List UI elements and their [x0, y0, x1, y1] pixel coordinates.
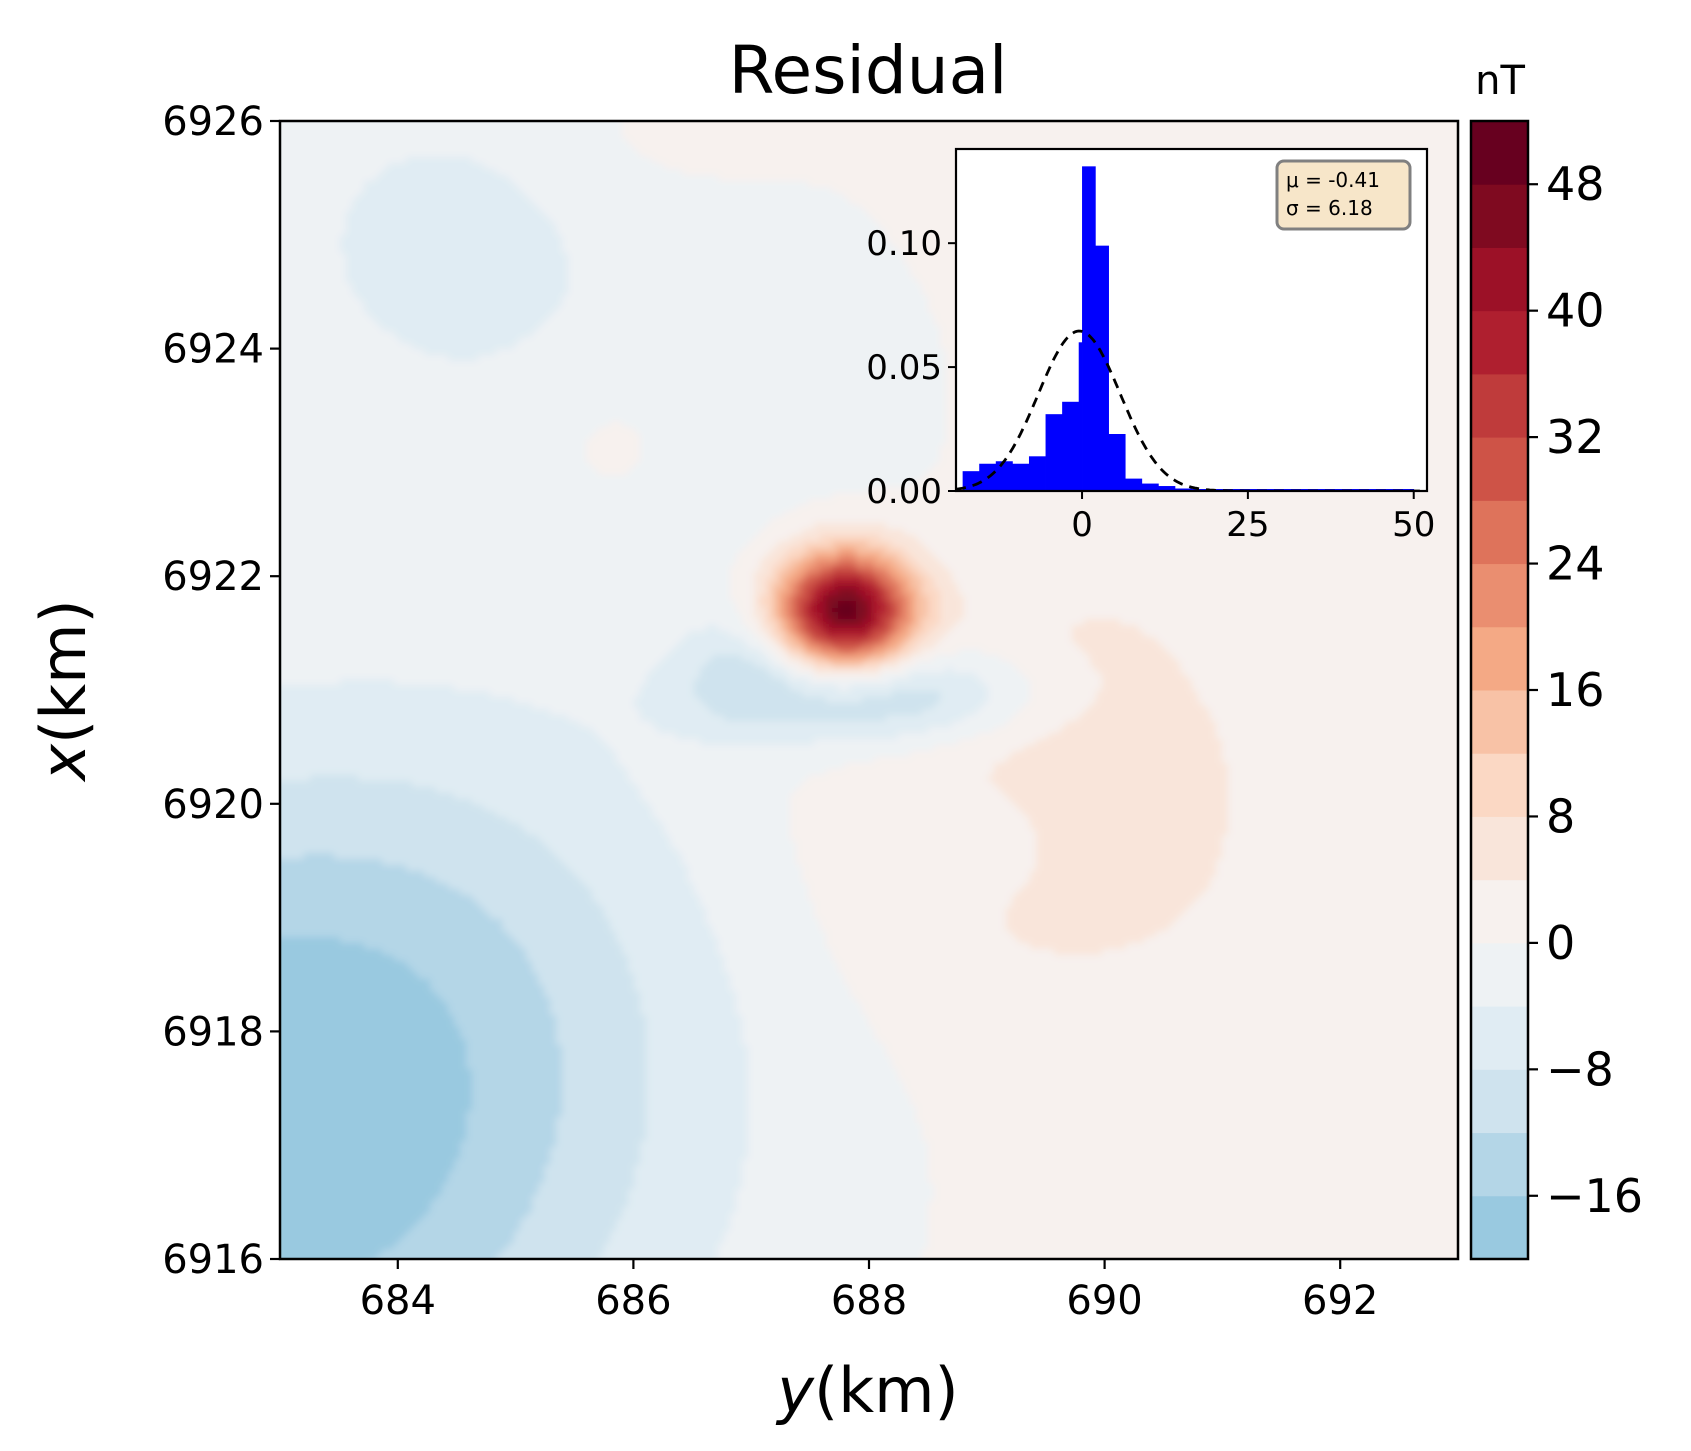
colorbar-band [1471, 247, 1528, 311]
colorbar-tick-label: 24 [1546, 537, 1605, 591]
y-tick-label: 6920 [162, 782, 264, 828]
inset-y-tick-label: 0.05 [866, 348, 942, 388]
histogram-bar [1079, 342, 1083, 491]
colorbar-band [1471, 311, 1528, 375]
x-tick-label: 686 [595, 1278, 671, 1324]
stats-box: μ = -0.41 σ = 6.18 [1277, 161, 1410, 229]
colorbar-band [1471, 816, 1528, 880]
y-tick-label: 6922 [162, 554, 264, 600]
colorbar-band [1471, 1196, 1528, 1260]
y-axis-label-unit: (km) [27, 599, 100, 744]
x-axis-label-var: y [775, 1354, 815, 1427]
x-tick-label: 684 [360, 1278, 436, 1324]
colorbar-band [1471, 1006, 1528, 1070]
y-axis-label-var: x [27, 743, 100, 783]
colorbar-band [1471, 880, 1528, 944]
x-tick-label: 688 [831, 1278, 907, 1324]
histogram-bar [1012, 464, 1029, 491]
y-tick-label: 6926 [162, 99, 264, 145]
colorbar-band [1471, 564, 1528, 628]
x-axis-label-unit: (km) [814, 1354, 959, 1427]
colorbar-tick-label: 48 [1546, 157, 1605, 211]
histogram-bar [1109, 434, 1126, 491]
colorbar-band [1471, 121, 1528, 185]
y-axis: 6916 6918 6920 6922 6924 6926 [162, 99, 280, 1283]
inset-x-tick-label: 50 [1392, 505, 1435, 545]
colorbar-tick-label: −16 [1546, 1169, 1643, 1223]
colorbar-band [1471, 374, 1528, 438]
y-tick-label: 6924 [162, 327, 264, 373]
colorbar-tick-label: 16 [1546, 663, 1605, 717]
colorbar-tick-label: −8 [1546, 1042, 1614, 1096]
histogram-bar [1125, 479, 1142, 491]
colorbar-tick-label: 40 [1546, 284, 1605, 338]
x-tick-label: 692 [1302, 1278, 1378, 1324]
histogram-bar [1095, 246, 1109, 491]
chart-title: Residual [729, 32, 1008, 109]
colorbar-band [1471, 690, 1528, 754]
histogram-bar [1046, 414, 1063, 491]
colorbar-tick-label: 0 [1546, 916, 1575, 970]
stats-mu: μ = -0.41 [1286, 168, 1380, 192]
x-axis: 684 686 688 690 692 [360, 1259, 1379, 1324]
colorbar-bands [1471, 121, 1528, 1260]
histogram-bar [1082, 166, 1096, 491]
histogram-bar [1029, 456, 1046, 491]
histogram-bar [996, 461, 1013, 491]
colorbar-tick-label: 8 [1546, 789, 1575, 843]
colorbar-band [1471, 1069, 1528, 1133]
y-tick-label: 6918 [162, 1009, 264, 1055]
histogram-bar [1142, 484, 1159, 491]
x-axis-label: y(km) [775, 1354, 958, 1427]
stats-sigma: σ = 6.18 [1286, 196, 1373, 220]
colorbar-band [1471, 184, 1528, 248]
x-tick-label: 690 [1066, 1278, 1142, 1324]
colorbar-band [1471, 627, 1528, 691]
y-axis-label: x(km) [27, 599, 100, 782]
colorbar-band [1471, 943, 1528, 1007]
colorbar-band [1471, 753, 1528, 817]
inset-y-tick-label: 0.00 [866, 472, 942, 512]
colorbar-unit-label: nT [1475, 58, 1525, 104]
histogram-bar [1062, 402, 1079, 491]
inset-x-tick-label: 25 [1226, 505, 1269, 545]
colorbar-band [1471, 437, 1528, 501]
colorbar-band [1471, 1133, 1528, 1197]
inset-y-tick-label: 0.10 [866, 224, 942, 264]
colorbar-ticks: −16 −8 0 8 16 24 32 40 48 [1528, 157, 1643, 1223]
colorbar: −16 −8 0 8 16 24 32 40 48 nT [1471, 58, 1643, 1260]
colorbar-tick-label: 32 [1546, 410, 1605, 464]
inset-x-tick-label: 0 [1071, 505, 1093, 545]
colorbar-band [1471, 500, 1528, 564]
y-tick-label: 6916 [162, 1237, 264, 1283]
